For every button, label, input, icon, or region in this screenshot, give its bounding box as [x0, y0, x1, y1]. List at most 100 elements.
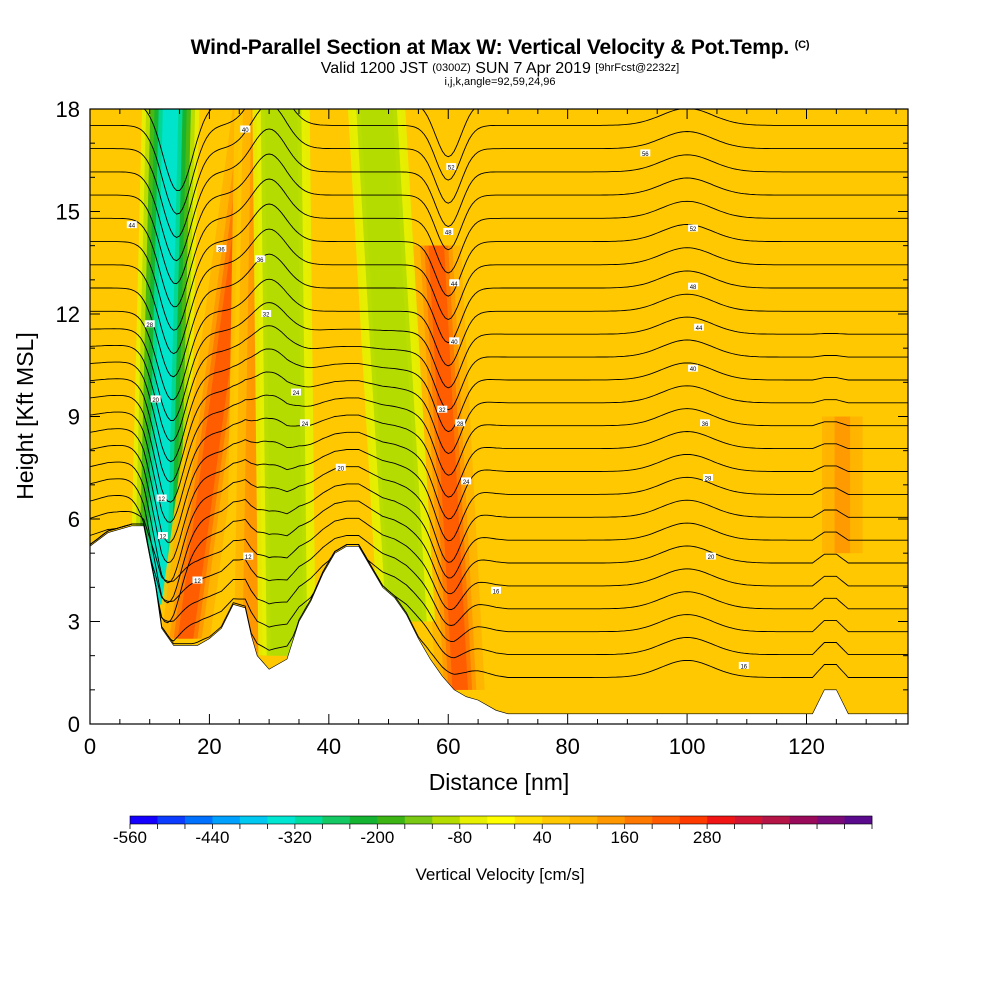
colorbar-swatch [184, 816, 213, 824]
contour-label-bg [702, 474, 713, 481]
isentrope-line [90, 109, 908, 239]
contour-label-text: 48 [445, 231, 452, 237]
contour-label-bg [216, 245, 227, 253]
contour-label: 52 [446, 163, 457, 172]
contour-label-bg [255, 255, 266, 263]
contour-label-text: 12 [160, 535, 167, 541]
y-tick-label: 3 [68, 610, 80, 635]
y-tick-label: 18 [56, 97, 80, 122]
contour-label-bg [290, 388, 301, 396]
isentrope-line [90, 495, 908, 624]
contour-label-text: 36 [257, 258, 264, 264]
contour-label-bg [449, 279, 460, 287]
contour-label-text: 12 [194, 579, 201, 585]
y-tick-label: 0 [68, 712, 80, 737]
contour-label: 40 [449, 337, 460, 346]
colorbar-swatch [817, 816, 845, 824]
colorbar-tick-label: 160 [610, 828, 638, 847]
contour-label-text: 20 [152, 398, 159, 404]
x-tick-label: 100 [669, 734, 706, 759]
contour-label: 44 [694, 323, 705, 332]
isentrope-line [90, 153, 908, 285]
contour-label-text: 40 [242, 128, 249, 134]
contour-label-text: 24 [302, 422, 309, 428]
contour-label-bg [491, 586, 502, 594]
contour-label: 24 [299, 419, 310, 428]
contour-label-bg [461, 477, 472, 485]
colorbar-swatch [652, 816, 680, 824]
contour-label-bg [449, 337, 460, 345]
colorbar-swatch [239, 816, 268, 824]
colorbar-tick-label: -560 [113, 828, 147, 847]
contour-label: 40 [688, 364, 699, 373]
copyright-mark: (C) [794, 39, 810, 51]
contour-label-bg [192, 576, 203, 584]
contour-labels: 44 28 20 12 12 12 36 12 40 36 32 24 24 20 52 48 44 40 32 28… [126, 125, 749, 670]
contour-label-bg [443, 228, 454, 235]
contour-label-text: 12 [245, 555, 252, 561]
contour-label-text: 44 [696, 326, 703, 332]
velocity-band-updraft-6-5 [834, 416, 851, 554]
contour-label-text: 40 [451, 340, 458, 346]
colorbar-swatch [487, 816, 516, 824]
colorbar-swatch [322, 816, 351, 824]
colorbar-swatch [679, 816, 708, 824]
y-axis-label: Height [Kft MSL] [12, 332, 38, 499]
title-main: Wind-Parallel Section at Max W: Vertical… [190, 36, 790, 59]
contour-label-text: 36 [218, 248, 225, 254]
contour-label-bg [126, 221, 137, 229]
y-tick-label: 6 [68, 507, 80, 532]
isentrope-line [90, 228, 908, 355]
contour-label-bg [738, 661, 749, 669]
isentrope-line [90, 203, 908, 331]
contour-label-text: 44 [128, 224, 135, 230]
x-axis-label: Distance [nm] [429, 769, 570, 795]
isentrope-line [90, 371, 908, 483]
contour-label: 12 [157, 532, 168, 541]
contour-label-bg [243, 552, 254, 560]
contour-label-text: 28 [457, 422, 464, 428]
contour-label: 36 [255, 255, 266, 264]
contour-label-bg [705, 552, 716, 560]
colorbar-swatch [707, 816, 735, 824]
isentrope-line [90, 523, 908, 642]
colorbar-tick-label: -440 [195, 828, 229, 847]
x-tick-label: 20 [197, 734, 221, 759]
colorbar-tick-label: 280 [693, 828, 721, 847]
isentrope-line [90, 511, 908, 611]
contour-label: 44 [449, 279, 460, 288]
contour-label-text: 32 [439, 408, 446, 414]
isentrope-line [90, 278, 908, 401]
colorbar-swatch [432, 816, 461, 824]
isentrope-line [90, 325, 908, 442]
isentrope-contours [90, 109, 908, 678]
colorbar-swatch [569, 816, 598, 824]
contour-label-bg [688, 282, 699, 290]
colorbar-swatch [294, 816, 323, 824]
plot-area: 44 28 20 12 12 12 36 12 40 36 32 24 24 20 52 48 44 40 32 28… [90, 109, 908, 724]
contour-label: 16 [738, 661, 749, 670]
isentrope-line [90, 523, 908, 678]
contour-label-text: 40 [690, 367, 697, 373]
contour-label: 36 [699, 419, 710, 428]
contour-label: 16 [491, 586, 502, 595]
contour-label-text: 28 [146, 323, 153, 329]
contour-label-text: 44 [451, 282, 458, 288]
contour-label-text: 36 [702, 422, 709, 428]
contour-label-text: 48 [690, 285, 697, 291]
contour-label-bg [299, 419, 310, 427]
colorbar-label: Vertical Velocity [cm/s] [415, 865, 584, 884]
y-tick-label: 15 [56, 200, 80, 225]
isentrope-line [90, 128, 908, 262]
x-axis: 0 20 40 60 80 100 120 [84, 109, 897, 759]
contour-label: 32 [437, 405, 448, 414]
colorbar-tick-label: -320 [278, 828, 312, 847]
contour-label-bg [455, 419, 466, 427]
contour-label: 24 [290, 388, 301, 397]
contour-label: 28 [702, 474, 713, 483]
velocity-band-downdraft-0-5 [150, 109, 179, 605]
section-params: i,j,k,angle=92,59,24,96 [444, 76, 556, 88]
contour-label: 32 [261, 310, 272, 319]
valid-prefix: Valid 1200 JST [320, 60, 428, 77]
